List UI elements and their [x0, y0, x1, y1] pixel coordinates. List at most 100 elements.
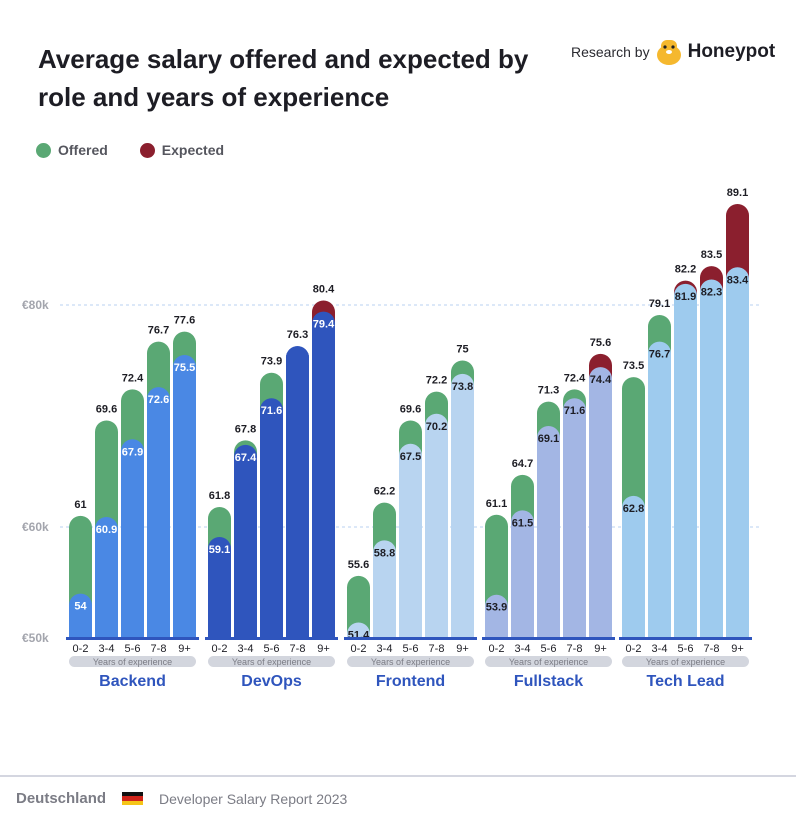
x-tick-label: 5-6 — [403, 643, 419, 655]
bar-inner-backend — [95, 517, 119, 638]
xlabel: Years of experience — [93, 657, 172, 667]
bar-inner-devops — [312, 311, 335, 638]
bar-inner-frontend — [425, 413, 448, 638]
x-tick-label: 9+ — [317, 643, 330, 655]
value-label-high: 69.6 — [96, 403, 117, 415]
expected-dot-icon — [139, 142, 155, 158]
role-label: Tech Lead — [647, 673, 725, 690]
x-tick-label: 7-8 — [290, 643, 306, 655]
research-by: Research by Honeypot — [571, 38, 775, 66]
footer-country: Deutschland — [16, 790, 107, 807]
value-label-high: 82.2 — [675, 264, 696, 276]
value-label-low: 79.4 — [313, 319, 335, 331]
research-by-label: Research by — [571, 44, 650, 60]
role-label: Backend — [99, 673, 166, 690]
bar-inner-fullstack — [485, 594, 508, 638]
footer: Deutschland Developer Salary Report 2023 — [16, 790, 347, 807]
value-label-high: 69.6 — [400, 403, 421, 415]
x-tick-label: 5-6 — [125, 643, 141, 655]
x-tick-label: 9+ — [594, 643, 607, 655]
x-tick-label: 5-6 — [678, 643, 694, 655]
value-label-low: 54 — [74, 601, 87, 613]
bar-inner-backend — [121, 439, 144, 638]
value-label-low: 53.9 — [486, 602, 507, 614]
x-tick-label: 7-8 — [704, 643, 720, 655]
bar-top-frontend — [347, 575, 370, 638]
bar-inner-frontend — [347, 622, 370, 638]
value-label-high: 80.4 — [313, 284, 335, 296]
footer-report: Developer Salary Report 2023 — [159, 790, 348, 807]
axis-baseline — [482, 637, 615, 640]
x-tick-label: 0-2 — [73, 643, 89, 655]
x-tick-label: 0-2 — [351, 643, 367, 655]
x-tick-label: 3-4 — [377, 643, 393, 655]
bar-inner-tech-lead — [700, 279, 723, 638]
value-label-low: 62.8 — [623, 503, 644, 515]
value-label-low: 61.5 — [512, 517, 533, 529]
bar-inner-frontend — [399, 443, 422, 638]
value-label-low: 58.8 — [374, 547, 395, 559]
bar-inner-backend — [173, 354, 196, 638]
x-tick-label: 0-2 — [489, 643, 505, 655]
legend-item-offered: Offered — [36, 142, 108, 158]
axis-baseline — [344, 637, 477, 640]
x-tick-label: 3-4 — [238, 643, 254, 655]
value-label-low: 71.6 — [564, 405, 585, 417]
xlabel: Years of experience — [646, 657, 725, 667]
x-tick-label: 9+ — [731, 643, 744, 655]
y-tick-label: €60k — [22, 520, 49, 534]
value-label-high: 71.3 — [538, 385, 559, 397]
offered-dot-icon — [36, 142, 51, 158]
legend-label: Expected — [161, 142, 225, 158]
value-label-low: 83.4 — [727, 274, 749, 286]
value-label-low: 71.6 — [261, 405, 282, 417]
xlabel-pill — [69, 656, 196, 667]
value-label-low: 69.1 — [538, 433, 559, 445]
xlabel-pill — [622, 656, 749, 667]
value-label-high: 61.1 — [486, 498, 507, 510]
bar-inner-backend — [147, 387, 170, 638]
value-label-high: 73.5 — [623, 360, 644, 372]
brand-name: Honeypot — [687, 41, 776, 62]
value-label-low: 81.9 — [675, 291, 696, 303]
bar-inner-frontend — [373, 540, 396, 638]
y-tick-label: €50k — [22, 631, 49, 645]
value-label-low: 59.1 — [209, 544, 230, 556]
x-tick-label: 9+ — [456, 643, 469, 655]
bar-inner-fullstack — [589, 367, 612, 638]
x-tick-label: 3-4 — [652, 643, 668, 655]
value-label-high: 79.1 — [649, 298, 670, 310]
bar-inner-tech-lead — [648, 341, 671, 638]
bar-inner-devops — [234, 444, 257, 638]
value-label-high: 77.6 — [174, 315, 195, 327]
value-label-low: 74.4 — [590, 374, 612, 386]
xlabel-pill — [347, 656, 474, 667]
bar-inner-tech-lead — [674, 283, 697, 638]
bar-inner-devops — [286, 346, 309, 638]
legend-item-expected: Expected — [139, 142, 225, 158]
value-label-high: 61 — [74, 499, 86, 511]
axis-baseline — [66, 637, 199, 640]
xlabel: Years of experience — [232, 657, 311, 667]
value-label-high: 72.4 — [122, 372, 144, 384]
value-label-high: 64.7 — [512, 458, 533, 470]
bar-inner-fullstack — [537, 425, 560, 638]
bar-inner-backend — [69, 593, 92, 638]
xlabel: Years of experience — [371, 657, 450, 667]
value-label-low: 76.7 — [649, 349, 670, 361]
value-label-high: 89.1 — [727, 187, 748, 199]
value-label-high: 62.2 — [374, 486, 395, 498]
value-label-high: 76.3 — [287, 329, 308, 341]
value-label-high: 73.9 — [261, 356, 282, 368]
xlabel: Years of experience — [509, 657, 588, 667]
value-label-high: 61.8 — [209, 490, 230, 502]
legend-label: Offered — [58, 142, 108, 158]
value-label-low: 67.4 — [235, 452, 257, 464]
role-label: DevOps — [241, 673, 302, 690]
x-tick-label: 7-8 — [151, 643, 167, 655]
footer-divider — [0, 775, 796, 777]
value-label-low: 70.2 — [426, 421, 447, 433]
bar-inner-fullstack — [563, 398, 586, 638]
x-tick-label: 7-8 — [567, 643, 583, 655]
